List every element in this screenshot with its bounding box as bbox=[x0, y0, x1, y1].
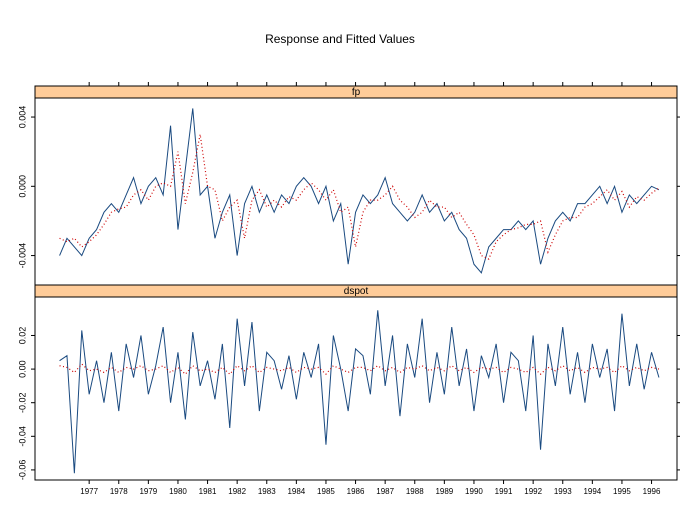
x-tick-label: 1977 bbox=[80, 487, 98, 496]
response-line bbox=[59, 310, 660, 474]
response-line bbox=[59, 108, 660, 274]
x-tick-label: 1985 bbox=[317, 487, 335, 496]
x-tick-label: 1996 bbox=[643, 487, 661, 496]
y-tick-label: -0.02 bbox=[17, 392, 27, 413]
x-tick-label: 1978 bbox=[110, 487, 128, 496]
x-tick-label: 1987 bbox=[376, 487, 394, 496]
fitted-line bbox=[59, 134, 660, 260]
x-tick-label: 1980 bbox=[169, 487, 187, 496]
y-tick-label: 0.004 bbox=[17, 106, 27, 129]
x-tick-label: 1989 bbox=[435, 487, 453, 496]
x-tick-label: 1983 bbox=[258, 487, 276, 496]
x-tick-label: 1992 bbox=[524, 487, 542, 496]
y-tick-label: 0.00 bbox=[17, 360, 27, 378]
chart-title: Response and Fitted Values bbox=[265, 32, 415, 46]
x-tick-label: 1990 bbox=[465, 487, 483, 496]
panel bbox=[34, 97, 678, 286]
x-tick-label: 1981 bbox=[199, 487, 217, 496]
x-tick-label: 1995 bbox=[613, 487, 631, 496]
x-tick-label: 1979 bbox=[139, 487, 157, 496]
y-tick-label: -0.04 bbox=[17, 426, 27, 447]
y-tick-label: 0.000 bbox=[17, 175, 27, 198]
x-tick-label: 1982 bbox=[228, 487, 246, 496]
fitted-line bbox=[59, 363, 660, 375]
x-tick-label: 1991 bbox=[495, 487, 513, 496]
x-tick-label: 1988 bbox=[406, 487, 424, 496]
panel bbox=[34, 296, 678, 481]
y-tick-label: -0.06 bbox=[17, 460, 27, 481]
x-tick-label: 1993 bbox=[554, 487, 572, 496]
y-tick-label: 0.02 bbox=[17, 327, 27, 345]
x-tick-label: 1984 bbox=[287, 487, 305, 496]
y-tick-label: -0.004 bbox=[17, 243, 27, 269]
x-tick-label: 1986 bbox=[347, 487, 365, 496]
strip-label: fp bbox=[352, 87, 361, 98]
x-tick-label: 1994 bbox=[583, 487, 601, 496]
strip-label: dspot bbox=[344, 286, 369, 297]
